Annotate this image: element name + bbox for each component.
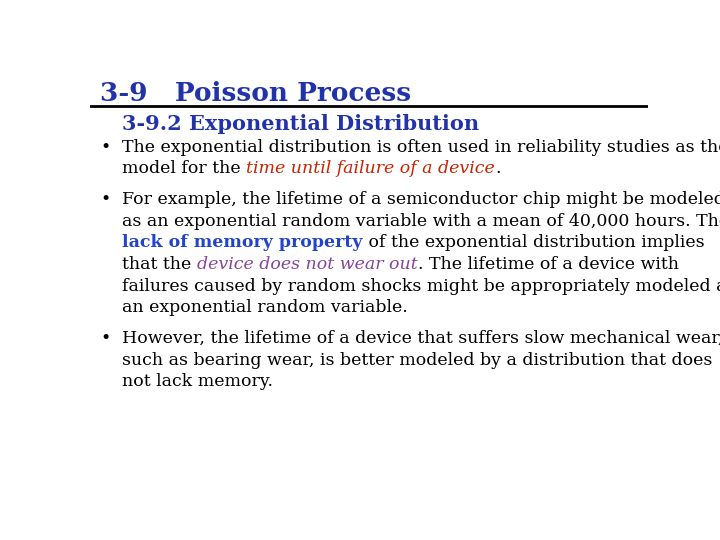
Text: such as bearing wear, is better modeled by a distribution that does: such as bearing wear, is better modeled …	[122, 352, 713, 369]
Text: time until failure of a device: time until failure of a device	[246, 160, 495, 178]
Text: 3-9   Poisson Process: 3-9 Poisson Process	[100, 80, 411, 106]
Text: •: •	[100, 139, 110, 156]
Text: of the exponential distribution implies: of the exponential distribution implies	[363, 234, 704, 252]
Text: failures caused by random shocks might be appropriately modeled as: failures caused by random shocks might b…	[122, 278, 720, 295]
Text: For example, the lifetime of a semiconductor chip might be modeled: For example, the lifetime of a semicondu…	[122, 191, 720, 208]
Text: However, the lifetime of a device that suffers slow mechanical wear,: However, the lifetime of a device that s…	[122, 330, 720, 347]
Text: .: .	[495, 160, 500, 178]
Text: not lack memory.: not lack memory.	[122, 373, 274, 390]
Text: that the: that the	[122, 256, 197, 273]
Text: . The lifetime of a device with: . The lifetime of a device with	[418, 256, 679, 273]
Text: •: •	[100, 330, 110, 347]
Text: lack of memory property: lack of memory property	[122, 234, 363, 252]
Text: •: •	[100, 191, 110, 208]
Text: device does not wear out: device does not wear out	[197, 256, 418, 273]
Text: as an exponential random variable with a mean of 40,000 hours. The: as an exponential random variable with a…	[122, 213, 720, 230]
Text: 3-9.2 Exponential Distribution: 3-9.2 Exponential Distribution	[122, 114, 480, 134]
Text: an exponential random variable.: an exponential random variable.	[122, 299, 408, 316]
Text: The exponential distribution is often used in reliability studies as the: The exponential distribution is often us…	[122, 139, 720, 156]
Text: model for the: model for the	[122, 160, 246, 178]
